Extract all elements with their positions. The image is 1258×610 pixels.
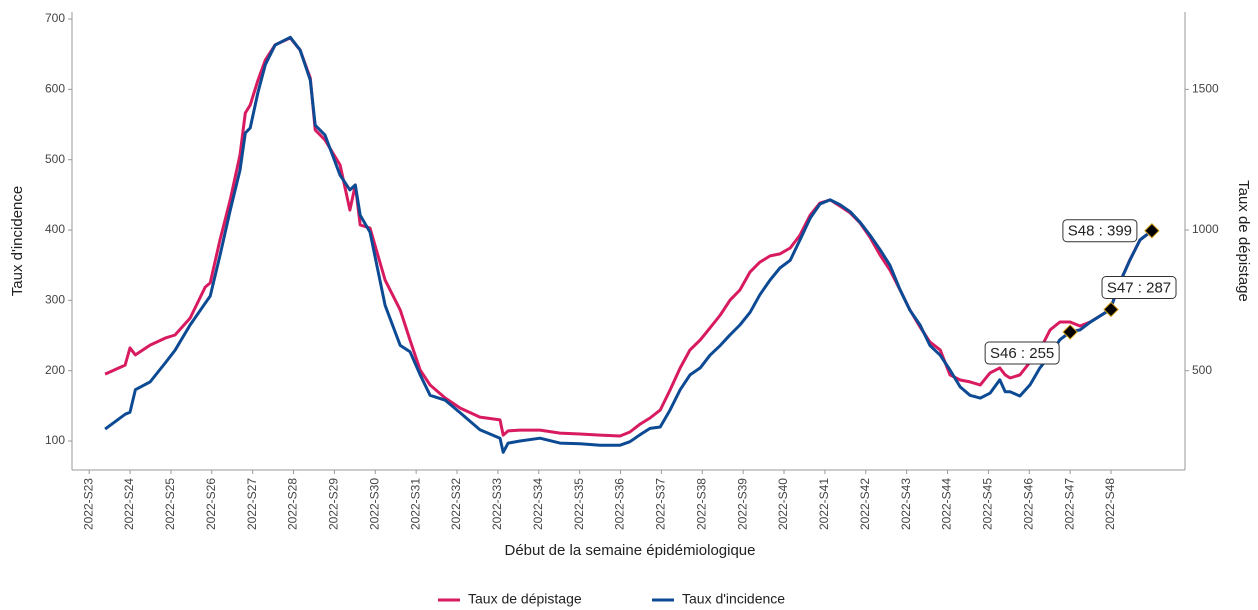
y2-tick-label: 500 [1192,363,1212,377]
x-tick-label: 2022-S42 [858,478,872,530]
annotation-marker [1062,324,1078,340]
annotation-box [1062,219,1138,243]
y-axis-title: Taux d'incidence [9,186,26,296]
x-tick-label: 2022-S48 [1103,478,1117,530]
x-tick-label: 2022-S29 [327,478,341,530]
x-tick-label: 2022-S25 [163,478,177,530]
x-tick-label: 2022-S24 [122,478,136,530]
annotation-box [1101,276,1177,300]
y-tick-label: 200 [45,363,65,377]
x-tick-label: 2022-S41 [817,478,831,530]
y-tick-label: 300 [45,293,65,307]
x-tick-label: 2022-S28 [286,478,300,530]
x-tick-label: 2022-S31 [408,478,422,530]
series-line [104,35,1153,454]
x-tick-label: 2022-S45 [981,478,995,530]
annotation-marker [1103,301,1119,318]
x-tick-label: 2022-S47 [1062,478,1076,530]
x-axis-title: Début de la semaine épidémiologique [504,542,755,559]
x-tick-label: 2022-S44 [940,478,954,530]
x-tick-label: 2022-S23 [81,478,95,530]
x-tick-label: 2022-S40 [776,478,790,530]
y2-tick-label: 1000 [1192,222,1219,236]
annotation-label: S48 : 399 [1068,223,1132,240]
x-tick-label: 2022-S32 [449,478,463,530]
legend-label: Taux de dépistage [468,591,582,607]
y2-axis-title: Taux de dépistage [1235,180,1252,302]
x-tick-label: 2022-S27 [245,478,259,530]
annotation-box [984,341,1060,365]
legend-label: Taux d'incidence [682,591,785,607]
x-tick-label: 2022-S30 [367,478,381,530]
x-tick-label: 2022-S35 [572,478,586,530]
x-tick-label: 2022-S33 [490,478,504,530]
y-tick-label: 100 [45,433,65,447]
x-tick-label: 2022-S34 [531,478,545,530]
y-tick-label: 600 [45,82,65,96]
x-tick-label: 2022-S39 [735,478,749,530]
y2-tick-label: 1500 [1192,82,1219,96]
y-tick-label: 400 [45,222,65,236]
x-tick-label: 2022-S43 [899,478,913,530]
annotation-label: S47 : 287 [1107,279,1171,296]
x-tick-label: 2022-S46 [1021,478,1035,530]
series-line [104,36,1153,438]
x-tick-label: 2022-S37 [654,478,668,530]
x-tick-label: 2022-S26 [204,478,218,530]
annotation-marker [1144,222,1160,239]
y-tick-label: 500 [45,152,65,166]
x-tick-label: 2022-S36 [613,478,627,530]
y-tick-label: 700 [45,11,65,25]
annotation-label: S46 : 255 [990,345,1054,362]
x-tick-label: 2022-S38 [694,478,708,530]
